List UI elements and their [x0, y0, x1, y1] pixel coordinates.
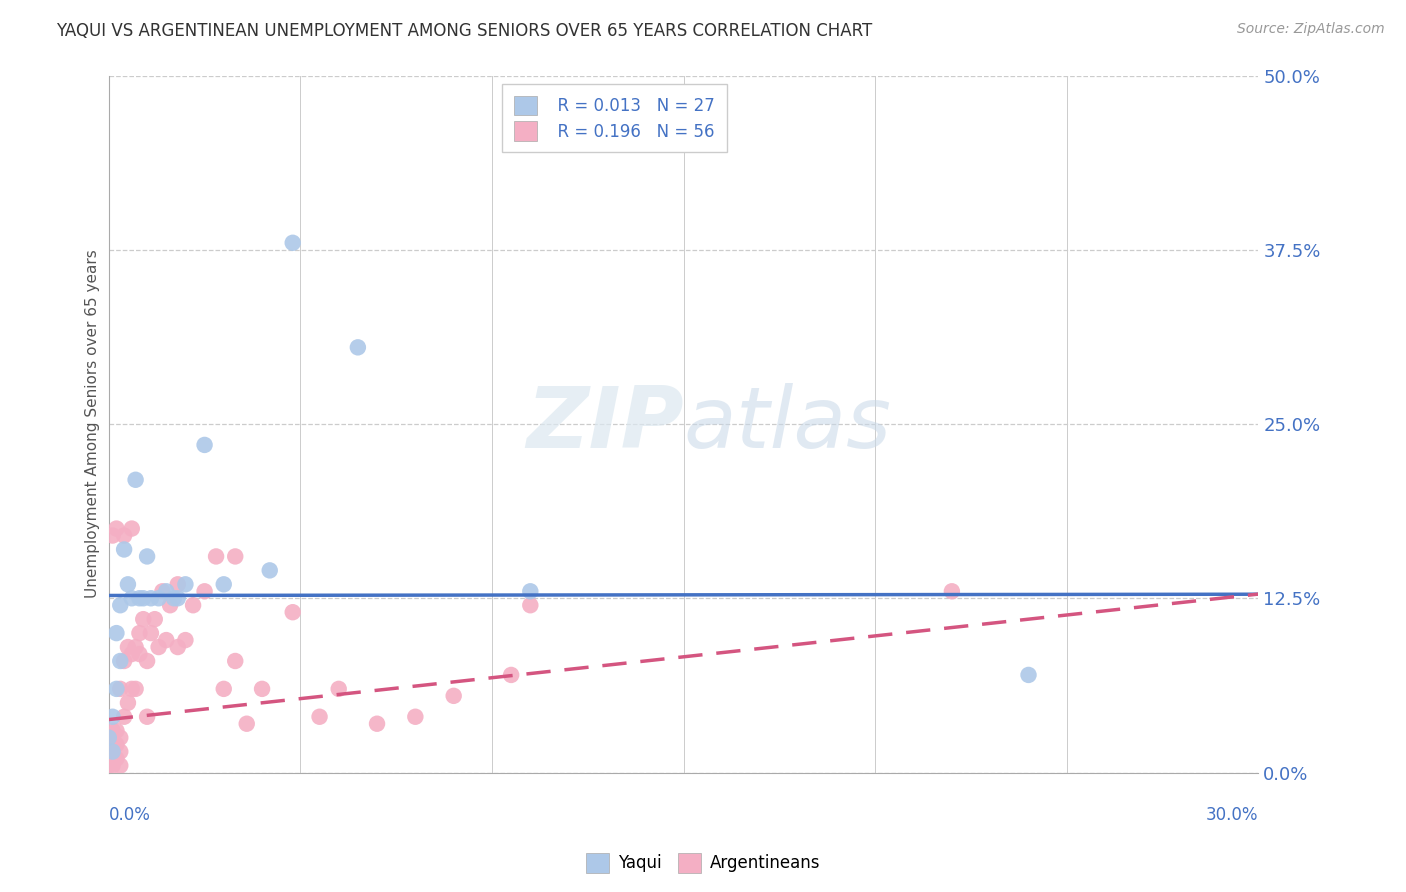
- Point: [128, 591, 150, 606]
- Point: [152, 584, 174, 599]
- Point: [112, 710, 135, 724]
- Point: [224, 549, 246, 564]
- Point: [105, 626, 128, 640]
- Point: [101, 738, 124, 752]
- Point: [112, 654, 135, 668]
- Legend: Yaqui, Argentineans: Yaqui, Argentineans: [579, 847, 827, 880]
- Point: [105, 723, 128, 738]
- Point: [250, 681, 273, 696]
- Point: [101, 751, 124, 765]
- Point: [105, 751, 128, 765]
- Point: [194, 584, 217, 599]
- Point: [1018, 668, 1040, 682]
- Point: [235, 716, 257, 731]
- Point: [97, 731, 120, 745]
- Text: 0.0%: 0.0%: [108, 806, 150, 824]
- Point: [136, 710, 159, 724]
- Point: [110, 758, 132, 772]
- Point: [224, 654, 246, 668]
- Point: [97, 751, 120, 765]
- Point: [328, 681, 350, 696]
- Point: [194, 438, 217, 452]
- Point: [124, 473, 146, 487]
- Point: [101, 528, 124, 542]
- Point: [205, 549, 228, 564]
- Point: [159, 599, 181, 613]
- Point: [121, 591, 143, 606]
- Point: [501, 668, 523, 682]
- Legend:   R = 0.013   N = 27,   R = 0.196   N = 56: R = 0.013 N = 27, R = 0.196 N = 56: [502, 84, 727, 153]
- Point: [941, 584, 963, 599]
- Point: [97, 758, 120, 772]
- Point: [105, 522, 128, 536]
- Point: [110, 731, 132, 745]
- Point: [124, 640, 146, 654]
- Point: [174, 577, 197, 591]
- Point: [166, 640, 188, 654]
- Point: [166, 577, 188, 591]
- Point: [101, 710, 124, 724]
- Point: [404, 710, 426, 724]
- Text: ZIP: ZIP: [526, 383, 683, 466]
- Point: [148, 591, 170, 606]
- Point: [212, 577, 235, 591]
- Text: Source: ZipAtlas.com: Source: ZipAtlas.com: [1237, 22, 1385, 37]
- Text: atlas: atlas: [683, 383, 891, 466]
- Point: [366, 716, 388, 731]
- Point: [443, 689, 465, 703]
- Text: YAQUI VS ARGENTINEAN UNEMPLOYMENT AMONG SENIORS OVER 65 YEARS CORRELATION CHART: YAQUI VS ARGENTINEAN UNEMPLOYMENT AMONG …: [56, 22, 873, 40]
- Point: [139, 626, 162, 640]
- Point: [105, 681, 128, 696]
- Point: [121, 647, 143, 661]
- Point: [101, 723, 124, 738]
- Point: [347, 340, 370, 354]
- Point: [519, 584, 541, 599]
- Point: [128, 626, 150, 640]
- Point: [117, 640, 139, 654]
- Point: [174, 633, 197, 648]
- Point: [117, 577, 139, 591]
- Point: [136, 549, 159, 564]
- Point: [181, 599, 204, 613]
- Point: [155, 584, 177, 599]
- Point: [148, 640, 170, 654]
- Point: [124, 681, 146, 696]
- Point: [132, 612, 155, 626]
- Point: [519, 599, 541, 613]
- Point: [132, 591, 155, 606]
- Point: [105, 738, 128, 752]
- Point: [212, 681, 235, 696]
- Point: [117, 696, 139, 710]
- Point: [112, 528, 135, 542]
- Point: [110, 654, 132, 668]
- Point: [259, 563, 281, 577]
- Point: [155, 633, 177, 648]
- Point: [281, 605, 304, 619]
- Point: [110, 599, 132, 613]
- Point: [101, 745, 124, 759]
- Point: [281, 235, 304, 250]
- Point: [128, 647, 150, 661]
- Point: [121, 681, 143, 696]
- Point: [110, 681, 132, 696]
- Point: [139, 591, 162, 606]
- Point: [101, 758, 124, 772]
- Point: [110, 745, 132, 759]
- Point: [163, 591, 186, 606]
- Point: [308, 710, 330, 724]
- Point: [143, 612, 166, 626]
- Point: [136, 654, 159, 668]
- Point: [166, 591, 188, 606]
- Point: [112, 542, 135, 557]
- Y-axis label: Unemployment Among Seniors over 65 years: Unemployment Among Seniors over 65 years: [86, 250, 100, 599]
- Text: 30.0%: 30.0%: [1206, 806, 1258, 824]
- Point: [121, 522, 143, 536]
